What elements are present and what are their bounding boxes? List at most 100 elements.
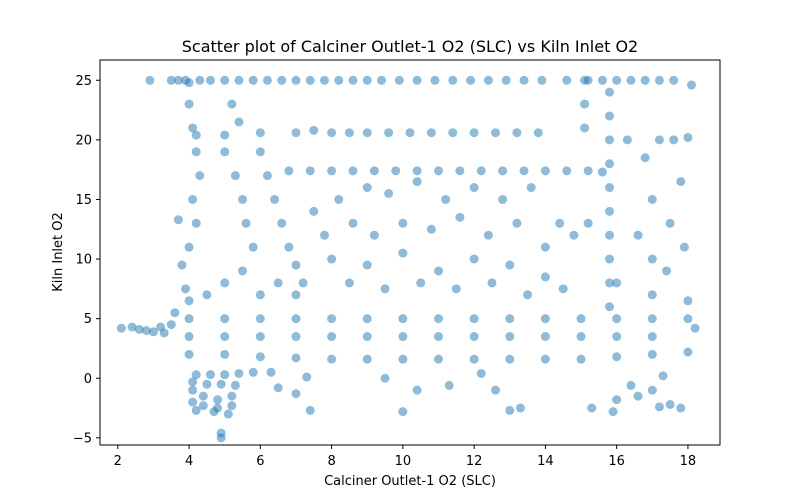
- data-point: [587, 403, 597, 413]
- data-point: [362, 354, 372, 364]
- data-point: [469, 183, 479, 193]
- data-point: [540, 314, 550, 324]
- data-point: [605, 111, 615, 121]
- data-point: [441, 194, 451, 204]
- data-point: [327, 166, 337, 176]
- data-point: [184, 242, 194, 252]
- data-point: [426, 224, 436, 234]
- data-point: [605, 302, 615, 312]
- data-point: [444, 380, 454, 390]
- data-point: [469, 332, 479, 342]
- data-point: [612, 352, 622, 362]
- data-point: [273, 278, 283, 288]
- data-point: [647, 314, 657, 324]
- data-point: [540, 272, 550, 282]
- data-point: [262, 75, 272, 85]
- data-point: [537, 75, 547, 85]
- data-point: [476, 368, 486, 378]
- data-point: [647, 290, 657, 300]
- x-tick-label: 16: [608, 454, 625, 469]
- data-point: [612, 395, 622, 405]
- data-point: [220, 332, 230, 342]
- data-point: [255, 332, 265, 342]
- data-point: [647, 254, 657, 264]
- data-point: [683, 132, 693, 142]
- data-point: [191, 370, 201, 380]
- data-point: [170, 308, 180, 318]
- data-point: [202, 290, 212, 300]
- data-point: [662, 266, 672, 276]
- data-point: [205, 370, 215, 380]
- data-point: [597, 167, 607, 177]
- data-point: [362, 183, 372, 193]
- data-point: [184, 99, 194, 109]
- data-point: [612, 314, 622, 324]
- data-point: [640, 153, 650, 163]
- data-point: [369, 166, 379, 176]
- data-point: [362, 332, 372, 342]
- data-point: [412, 385, 422, 395]
- y-axis: −5 0 5 10 15 20 25: [73, 74, 100, 446]
- data-point: [679, 242, 689, 252]
- data-point: [220, 349, 230, 359]
- x-tick-label: 4: [185, 454, 193, 469]
- data-point: [654, 402, 664, 412]
- data-point: [384, 189, 394, 198]
- data-point: [690, 323, 700, 333]
- data-point: [512, 218, 522, 228]
- x-tick-label: 8: [327, 454, 335, 469]
- data-point: [216, 433, 226, 443]
- data-point: [380, 284, 390, 294]
- data-point: [166, 320, 176, 330]
- data-point: [166, 75, 176, 85]
- data-point: [188, 377, 198, 387]
- data-point: [309, 125, 319, 135]
- data-point: [533, 128, 543, 138]
- data-point: [220, 75, 230, 85]
- data-point: [319, 230, 329, 240]
- data-point: [262, 171, 272, 181]
- x-tick-label: 12: [466, 454, 483, 469]
- data-point: [426, 128, 436, 138]
- data-point: [398, 332, 408, 342]
- data-point: [562, 75, 572, 85]
- y-tick-label: 10: [75, 253, 92, 268]
- data-point: [188, 397, 198, 407]
- data-point: [223, 409, 233, 419]
- data-point: [270, 194, 280, 204]
- data-point: [241, 218, 251, 228]
- data-point: [266, 367, 276, 377]
- data-point: [334, 75, 344, 85]
- data-point: [412, 166, 422, 176]
- data-point: [569, 230, 579, 240]
- data-point: [434, 166, 444, 176]
- data-point: [227, 99, 237, 109]
- data-point: [213, 395, 223, 405]
- data-point: [434, 314, 444, 324]
- data-point: [181, 284, 191, 294]
- data-point: [205, 75, 215, 85]
- data-point: [519, 166, 529, 176]
- data-point: [487, 278, 497, 288]
- data-point: [605, 159, 615, 169]
- data-point: [284, 242, 294, 252]
- data-point: [195, 75, 205, 85]
- data-point: [647, 385, 657, 395]
- data-point: [669, 75, 679, 85]
- data-point: [284, 166, 294, 176]
- data-point: [248, 242, 258, 252]
- data-point: [344, 128, 354, 138]
- data-point: [305, 166, 315, 176]
- y-tick-label: 15: [75, 193, 92, 208]
- data-point: [148, 327, 158, 337]
- data-point: [230, 171, 240, 181]
- data-point: [177, 260, 187, 270]
- data-point: [512, 128, 522, 138]
- data-point: [184, 296, 194, 306]
- data-point: [498, 194, 508, 204]
- data-point: [184, 314, 194, 324]
- data-point: [605, 230, 615, 240]
- data-point: [448, 75, 458, 85]
- data-point: [327, 254, 337, 264]
- data-point: [466, 75, 476, 85]
